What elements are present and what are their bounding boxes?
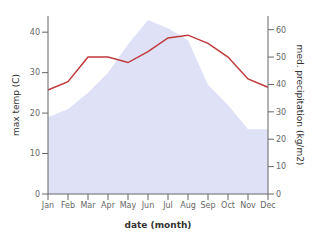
svg-text:0: 0 bbox=[276, 190, 281, 199]
svg-text:30: 30 bbox=[30, 68, 40, 77]
svg-text:Jan: Jan bbox=[41, 201, 54, 210]
svg-text:date (month): date (month) bbox=[125, 220, 192, 230]
svg-text:Mar: Mar bbox=[80, 201, 96, 210]
svg-text:med. precipitation (kg/m2): med. precipitation (kg/m2) bbox=[295, 45, 305, 166]
svg-text:10: 10 bbox=[276, 162, 286, 171]
svg-text:Jul: Jul bbox=[162, 201, 173, 210]
svg-text:Dec: Dec bbox=[260, 201, 275, 210]
svg-text:60: 60 bbox=[276, 26, 286, 35]
svg-text:Nov: Nov bbox=[240, 201, 256, 210]
svg-text:20: 20 bbox=[30, 109, 40, 118]
svg-text:Apr: Apr bbox=[101, 201, 116, 210]
svg-text:Aug: Aug bbox=[180, 201, 196, 210]
svg-text:Sep: Sep bbox=[200, 201, 215, 210]
svg-text:50: 50 bbox=[276, 53, 286, 62]
svg-text:40: 40 bbox=[30, 28, 40, 37]
svg-text:40: 40 bbox=[276, 80, 286, 89]
svg-text:max temp (C): max temp (C) bbox=[11, 74, 21, 136]
svg-text:30: 30 bbox=[276, 108, 286, 117]
svg-text:Feb: Feb bbox=[61, 201, 75, 210]
svg-text:0: 0 bbox=[35, 190, 40, 199]
svg-text:20: 20 bbox=[276, 135, 286, 144]
svg-text:Jun: Jun bbox=[141, 201, 155, 210]
svg-text:10: 10 bbox=[30, 149, 40, 158]
svg-text:Oct: Oct bbox=[221, 201, 235, 210]
svg-text:May: May bbox=[120, 201, 137, 210]
